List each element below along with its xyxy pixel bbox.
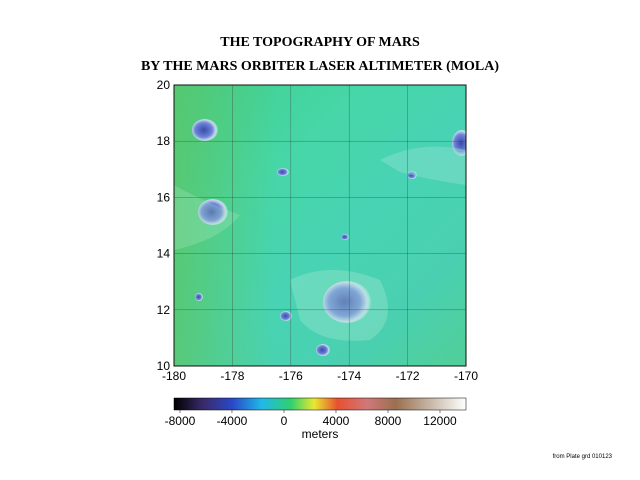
colorbar-tick-label: 8000 — [375, 414, 402, 428]
colorbar-tick-label: 0 — [281, 414, 288, 428]
x-tick-label: -170 — [454, 369, 478, 383]
x-tick-label: -174 — [337, 369, 361, 383]
y-tick-label: 16 — [157, 190, 171, 204]
colorbar-tick-label: -8000 — [165, 414, 196, 428]
x-tick-label: -178 — [220, 369, 244, 383]
title-line: THE TOPOGRAPHY OF MARS — [220, 35, 420, 50]
colorbar-tick-label: 4000 — [323, 414, 350, 428]
title-line: BY THE MARS ORBITER LASER ALTIMETER (MOL… — [141, 59, 499, 74]
x-tick-label: -180 — [162, 369, 186, 383]
y-tick-label: 14 — [157, 247, 171, 261]
x-tick-label: -172 — [396, 369, 420, 383]
y-tick-label: 20 — [157, 78, 171, 92]
colorbar — [173, 397, 467, 411]
colorbar-label: meters — [302, 427, 339, 441]
colorbar-tick-label: -4000 — [217, 414, 248, 428]
colorbar-tick-label: 12000 — [423, 414, 457, 428]
map-image — [174, 85, 466, 366]
footnote: from Plate grd 010123 — [553, 454, 613, 460]
x-tick-label: -176 — [279, 369, 303, 383]
y-tick-label: 10 — [157, 359, 171, 373]
y-tick-label: 12 — [157, 303, 171, 317]
y-tick-label: 18 — [157, 134, 171, 148]
